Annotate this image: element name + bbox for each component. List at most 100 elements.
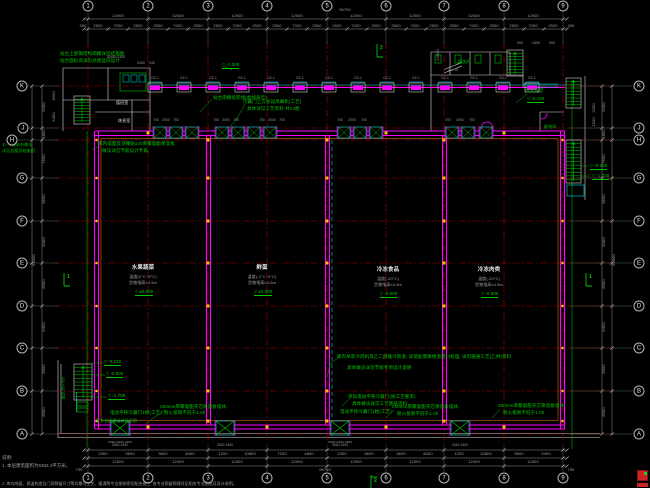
room-name: 水果蔬菜 — [131, 265, 155, 271]
grid-bubble-9: 9 — [557, 0, 569, 12]
dimension-text: 900 — [516, 41, 524, 45]
dimension-text: 12000 — [468, 12, 480, 18]
grid-bubble-G: G — [633, 172, 645, 184]
pier-label: GZ-1 — [151, 76, 159, 80]
grid-bubble-9: 9 — [557, 472, 569, 484]
watermark-bar — [637, 483, 648, 487]
dimension-text: 2000 — [591, 103, 596, 113]
dimension-text: 2400 — [98, 450, 108, 456]
dimension-text: 350 — [79, 23, 87, 28]
dimension-text: 12000 — [350, 458, 362, 464]
dimension-text: 2500 — [429, 23, 439, 28]
pier-label: GZ-1 — [412, 76, 420, 80]
watermark-pixel — [644, 472, 647, 475]
dimension-text: 7000 — [528, 23, 538, 28]
dimension-text: 2400 — [136, 61, 146, 65]
dimension-text: 10800 — [244, 450, 256, 456]
room-elevation: ±0.000 — [135, 289, 154, 296]
pier-label: GZ-1 — [499, 76, 507, 80]
annotation-text: 具体详见工艺资料 共14樘 — [247, 105, 300, 111]
dimension-text: 3040 2400 — [452, 442, 468, 447]
dimension-text: 12000 — [468, 458, 480, 464]
cyan-details — [76, 83, 565, 412]
grid-bubble-1: 1 — [82, 0, 94, 12]
elevation-marker: -1.700 — [108, 393, 126, 400]
dimension-text: 7000 — [113, 23, 123, 28]
grid-bubble-3: 3 — [202, 472, 214, 484]
dimension-lines — [31, 18, 613, 467]
grid-bubble-8: 8 — [498, 0, 510, 12]
grid-bubble-D: D — [633, 300, 645, 312]
stair-layer — [73, 49, 582, 401]
dimension-text: 7000 — [173, 23, 183, 28]
dimension-text: 2500 — [548, 23, 558, 28]
dimension-text: 7200 — [277, 450, 287, 456]
dimension-text: 12000 — [112, 458, 124, 464]
room-small-label: 休息室 — [118, 118, 131, 123]
annotation-text: 电动平移冷藏门1樘(工艺) — [340, 408, 392, 414]
grid-bubble-1: 1 — [82, 472, 94, 484]
section-mark-number: 2 — [380, 45, 383, 51]
pier-label: GZ-1 — [238, 76, 246, 80]
room-name: 鲜蛋 — [256, 265, 268, 271]
room-small-label: 配电间 — [544, 124, 557, 129]
room-name: 冷冻肉类 — [477, 267, 501, 273]
dimension-text: 2400 — [541, 450, 551, 456]
elevation-marker: -0.900 — [106, 371, 124, 378]
dimension-text: 8600 — [41, 407, 46, 417]
dimension-text: 2500 — [391, 23, 401, 28]
pier-label: GZ-1 — [180, 76, 188, 80]
dimension-text: 69000 — [611, 254, 616, 266]
room-name: 冷冻食品 — [376, 267, 400, 273]
dimension-text: 12000 — [231, 12, 243, 18]
room-stack-height: 货物堆高≤4.5m — [374, 282, 402, 287]
construction-lines — [57, 51, 600, 438]
dimension-text: 7000 — [232, 23, 242, 28]
annotation-text: 库内吊装冷风机及乙二醇载冷管道, 穿墙处需做保温密封处理, 详见暖通工艺(乙供)… — [337, 354, 512, 359]
dimension-text: 700 — [279, 118, 285, 122]
section-mark-number: 2 — [374, 478, 377, 484]
elevation-marker: -0.150 — [590, 163, 608, 170]
grid-bubble-A: A — [16, 428, 28, 440]
room-elevation: -0.600 — [380, 291, 398, 298]
dimension-text: 900 — [548, 41, 556, 45]
dimension-text: 1800 — [41, 129, 46, 139]
dimension-text: 9600 — [514, 450, 524, 456]
dimension-text: 96700 — [319, 466, 331, 472]
room-stack-height: 货物堆高≤4.5m — [475, 282, 503, 287]
dimension-text: 1500 — [591, 117, 596, 127]
elevation-marker: -1.300 — [222, 62, 240, 69]
grid-bubble-C: C — [16, 342, 28, 354]
grid-bubble-E: E — [633, 257, 645, 269]
dimension-text: 13500 — [435, 49, 440, 61]
loading-bay-box — [566, 184, 585, 197]
section-mark-number: 1 — [67, 274, 70, 280]
annotation-text: 详见总图及结施图 — [2, 148, 35, 153]
dimension-text: 8400 — [41, 322, 46, 332]
dimension-text: 8400 — [601, 102, 606, 112]
dimension-text: 12000 — [527, 458, 539, 464]
dimension-text: 2500 — [449, 23, 459, 28]
annotation-text: 站台面标高详见总图竖向设计 — [60, 57, 120, 63]
dimension-text: 8400 — [601, 237, 606, 247]
dimension-text: 7000 — [292, 23, 302, 28]
dimension-text: 8600 — [601, 364, 606, 374]
annotation-text: 做法详见节能设计专篇 — [102, 147, 148, 153]
annotation-text: 250mm厚聚氨酯夹芯保温板墙体, — [498, 403, 566, 408]
dimension-text: 350 — [567, 23, 575, 28]
room-elevation: -0.600 — [481, 291, 499, 298]
notes-line-1: 1. 本层建筑面积为5362.4平方米。 — [2, 463, 71, 468]
dimension-text: 12000 — [409, 12, 421, 18]
room-small-label: 值班室 — [116, 100, 129, 105]
grid-bubble-2: 2 — [142, 472, 154, 484]
room-small-label: i=1:10 — [448, 68, 459, 72]
notes-line-2: 2. 库内地面、保温构造及门洞预留尺寸等均需与工艺、暖通等专业图纸密切配合施工,… — [2, 481, 237, 486]
section-mark-number: 1 — [589, 274, 592, 280]
room-stack-height: 货物堆高≤4.5m — [248, 280, 276, 285]
dimension-text: 7600 — [41, 154, 46, 164]
column-layer — [95, 131, 564, 429]
grid-bubble-2: 2 — [142, 0, 154, 12]
dimension-text: 2500 — [371, 23, 381, 28]
dimension-text: 8600 — [41, 364, 46, 374]
